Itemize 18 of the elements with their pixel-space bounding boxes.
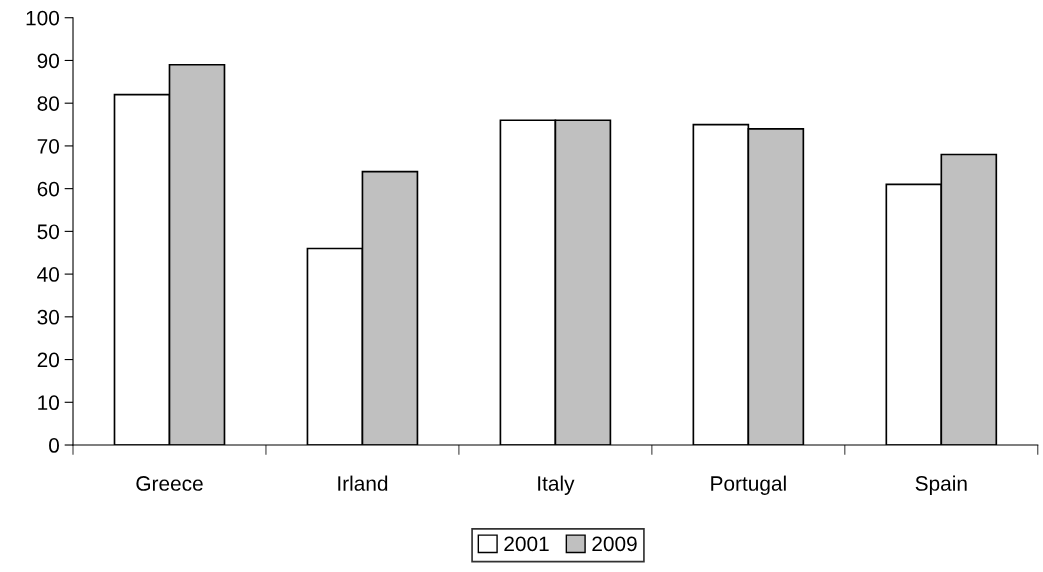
y-tick-label: 10 — [38, 395, 59, 411]
y-tick-label: 90 — [37, 53, 59, 69]
x-tick-label: Spain — [915, 475, 967, 495]
legend-label: 2001 — [504, 536, 549, 552]
y-tick-label: 30 — [37, 309, 59, 325]
legend-label: 2009 — [592, 536, 637, 552]
y-tick-label: 20 — [37, 352, 59, 368]
x-tick-label: Italy — [538, 475, 575, 495]
y-tick-label: 60 — [37, 181, 59, 197]
x-tick-label: Greece — [136, 476, 203, 491]
y-tick-label: 70 — [37, 138, 59, 154]
y-tick-label: 100 — [26, 10, 59, 26]
x-tick-label: Irland — [338, 475, 388, 491]
y-tick-label: 40 — [37, 267, 59, 282]
y-tick-label: 50 — [37, 224, 59, 240]
x-tick-label: Portugal — [711, 475, 786, 495]
y-tick-label: 0 — [49, 438, 59, 453]
y-tick-label: 80 — [37, 96, 59, 111]
